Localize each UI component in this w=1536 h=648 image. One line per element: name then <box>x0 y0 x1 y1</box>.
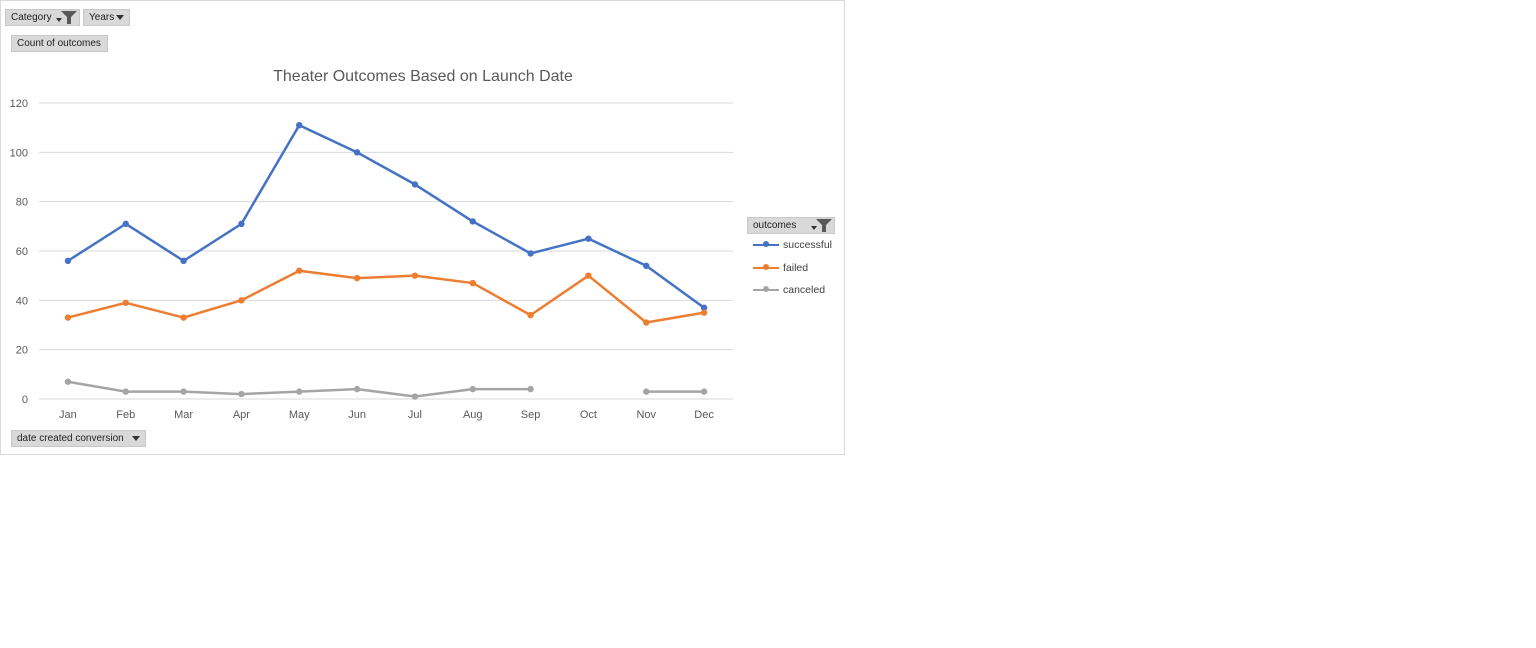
x-tick-label: Dec <box>694 409 714 421</box>
data-point-failed[interactable] <box>411 272 419 279</box>
filter-funnel-icon <box>816 219 832 232</box>
data-point-failed[interactable] <box>122 299 129 306</box>
line-chart: Theater Outcomes Based on Launch Date 0 2… <box>10 68 733 421</box>
x-tick-label: Feb <box>116 409 135 421</box>
data-point-successful[interactable] <box>527 250 534 257</box>
data-point-canceled[interactable] <box>469 385 476 393</box>
data-point-failed[interactable] <box>469 279 476 287</box>
data-point-failed[interactable] <box>353 274 361 282</box>
y-tick-label: 120 <box>10 98 28 110</box>
data-point-successful[interactable] <box>122 220 129 228</box>
category-filter-label: Category <box>11 12 52 23</box>
data-point-successful[interactable] <box>180 257 187 265</box>
x-tick-label: May <box>289 409 310 421</box>
data-point-successful[interactable] <box>700 304 708 311</box>
data-point-successful[interactable] <box>64 257 72 265</box>
legend-label-failed: failed <box>783 262 809 274</box>
filter-funnel-icon <box>61 11 77 24</box>
data-point-failed[interactable] <box>180 314 187 321</box>
y-axis-tick-labels: 0 20 40 60 80 100 120 <box>10 98 28 406</box>
data-point-successful[interactable] <box>643 262 650 269</box>
y-tick-label: 20 <box>16 345 28 357</box>
y-tick-label: 40 <box>16 295 28 307</box>
data-point-successful[interactable] <box>238 220 245 228</box>
values-field-button[interactable]: Count of outcomes <box>11 35 108 52</box>
x-tick-label: Apr <box>233 409 250 421</box>
y-tick-label: 60 <box>16 246 28 258</box>
x-tick-label: Jul <box>408 409 422 421</box>
values-field-label: Count of outcomes <box>17 38 101 49</box>
axis-field-button[interactable]: date created conversion <box>11 430 146 447</box>
data-point-canceled[interactable] <box>527 385 534 393</box>
data-point-canceled[interactable] <box>180 388 187 395</box>
data-point-canceled[interactable] <box>353 385 361 393</box>
chevron-down-icon <box>132 436 140 441</box>
pivot-chart: Theater Outcomes Based on Launch Date 0 2… <box>0 0 845 455</box>
chevron-down-icon <box>116 15 124 20</box>
y-tick-label: 0 <box>22 394 28 406</box>
legend-label-successful: successful <box>783 239 833 251</box>
series-successful <box>64 122 708 311</box>
data-point-canceled[interactable] <box>238 390 245 398</box>
data-point-successful[interactable] <box>411 181 419 188</box>
data-point-failed[interactable] <box>64 314 72 321</box>
data-point-successful[interactable] <box>296 122 303 129</box>
legend-label-canceled: canceled <box>783 284 826 296</box>
data-point-canceled[interactable] <box>64 378 72 385</box>
data-point-failed[interactable] <box>527 311 534 319</box>
series-line-successful <box>66 123 706 309</box>
x-tick-label: Nov <box>636 409 656 421</box>
legend-field-button[interactable]: outcomes <box>747 217 835 234</box>
gridlines <box>39 102 733 400</box>
x-tick-label: Mar <box>174 409 193 421</box>
x-axis-tick-labels: Jan Feb Mar Apr May Jun Jul Aug Sep Oct Nov Dec <box>59 409 714 421</box>
years-filter-label: Years <box>89 12 115 23</box>
series-failed <box>64 267 708 326</box>
data-point-canceled[interactable] <box>700 388 708 395</box>
series-canceled <box>64 378 708 400</box>
series-lines <box>64 122 708 400</box>
chevron-down-icon <box>56 18 62 22</box>
y-tick-label: 80 <box>16 197 28 209</box>
x-tick-label: Oct <box>580 409 597 421</box>
legend-marker-canceled <box>763 286 769 292</box>
axis-field-label: date created conversion <box>17 433 124 444</box>
x-tick-label: Jan <box>59 409 77 421</box>
data-point-failed[interactable] <box>643 319 650 326</box>
chart-title: Theater Outcomes Based on Launch Date <box>273 68 573 85</box>
x-tick-label: Aug <box>463 409 483 421</box>
data-point-failed[interactable] <box>296 267 303 274</box>
category-filter-button[interactable]: Category <box>5 9 80 26</box>
legend-marker-failed <box>763 264 769 270</box>
data-point-failed[interactable] <box>585 272 592 279</box>
data-point-successful[interactable] <box>353 149 361 156</box>
data-point-canceled[interactable] <box>122 388 129 395</box>
years-filter-button[interactable]: Years <box>83 9 130 26</box>
data-point-canceled[interactable] <box>643 388 650 395</box>
data-point-canceled[interactable] <box>296 388 303 395</box>
series-line-failed <box>66 269 706 324</box>
data-point-failed[interactable] <box>238 297 245 304</box>
x-tick-label: Sep <box>521 409 541 421</box>
legend-field-label: outcomes <box>753 220 797 231</box>
y-tick-label: 100 <box>10 147 28 159</box>
data-point-canceled[interactable] <box>411 393 419 400</box>
data-point-failed[interactable] <box>700 309 708 316</box>
x-tick-label: Jun <box>348 409 366 421</box>
chevron-down-icon <box>811 226 817 230</box>
data-point-successful[interactable] <box>585 235 592 242</box>
legend-marker-successful <box>763 241 769 247</box>
data-point-successful[interactable] <box>469 218 476 225</box>
